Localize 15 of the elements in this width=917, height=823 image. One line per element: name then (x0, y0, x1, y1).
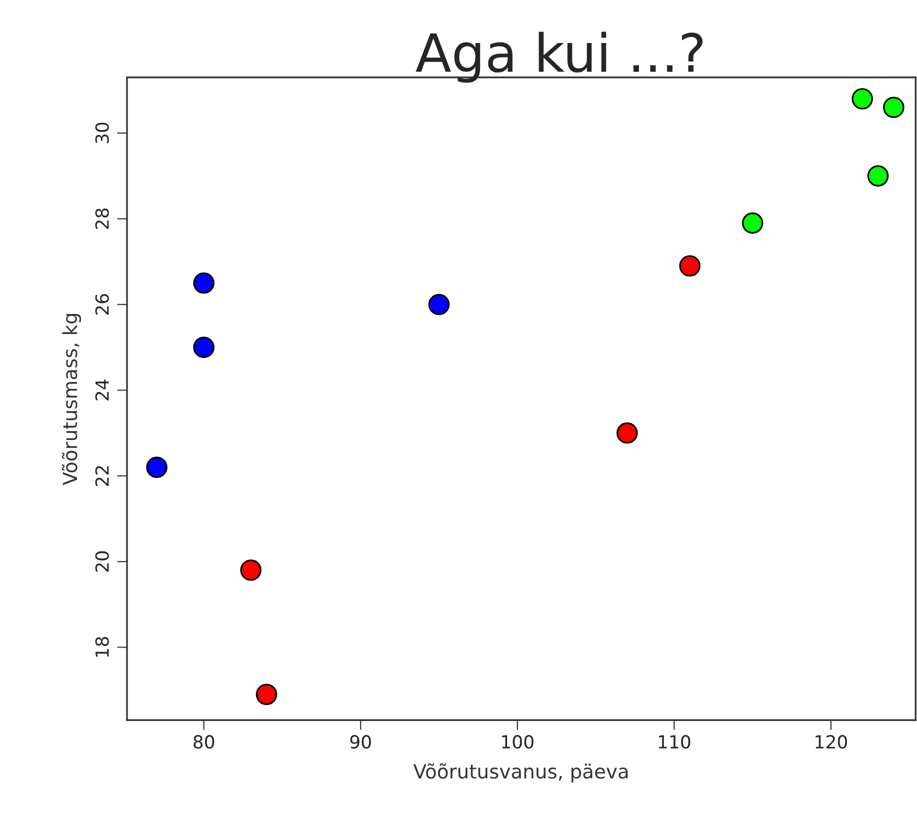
chart-title: Aga kui ...? (416, 32, 703, 83)
y-tick-label: 18 (95, 637, 109, 657)
y-axis-title: Võõrutusmass, kg (62, 314, 82, 486)
y-tick-label: 22 (95, 466, 109, 486)
x-axis-title: Võõrutusvanus, päeva (413, 763, 628, 782)
y-tick-label: 28 (95, 208, 109, 229)
y-tick-label: 24 (95, 380, 109, 400)
x-tick-label: 80 (194, 735, 214, 749)
x-tick-label: 120 (816, 735, 847, 749)
x-tick-label: 100 (502, 735, 534, 749)
y-tick-label: 20 (95, 551, 109, 572)
y-tick-label: 26 (95, 294, 109, 315)
x-tick-label: 110 (658, 735, 690, 749)
y-tick-label: 30 (95, 122, 109, 144)
x-tick-label: 90 (350, 735, 371, 749)
